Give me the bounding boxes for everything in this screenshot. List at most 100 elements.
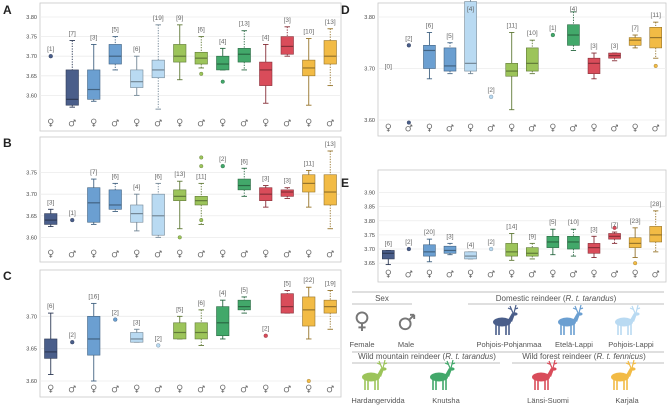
male-symbol-ring	[487, 126, 494, 132]
male-icon	[405, 124, 413, 132]
box-iqr	[87, 187, 101, 223]
female-icon	[509, 123, 515, 132]
box-ls-male: [5]	[280, 280, 294, 393]
female-icon	[306, 384, 312, 393]
y-tick-label: 3.75	[26, 171, 37, 177]
male-symbol-ring	[154, 121, 161, 127]
sample-size-label: [3]	[446, 233, 453, 240]
y-tick-label: 3.70	[364, 67, 375, 73]
box-iqr	[108, 189, 122, 210]
panel-label: B	[3, 136, 12, 150]
male-icon	[154, 250, 162, 258]
female-icon	[306, 249, 312, 258]
male-icon	[68, 119, 76, 127]
box-el-female: [16]	[87, 293, 101, 393]
outlier-point	[199, 71, 204, 76]
female-icon	[632, 123, 638, 132]
box-pl-female: [3]	[130, 319, 144, 393]
sample-size-label: [7]	[632, 25, 639, 32]
male-icon	[446, 270, 454, 278]
male-icon	[326, 385, 334, 393]
male-symbol-ring	[111, 252, 118, 258]
box-hv-female: [14]	[505, 223, 518, 278]
male-icon	[240, 119, 248, 127]
single-point	[489, 246, 494, 252]
female-icon	[91, 384, 97, 393]
reindeer-leg	[442, 379, 444, 390]
panel-b: B 3.60 3.65 3.70 3.75 [3] [1] [7] [6] [4] [6] [13] […	[3, 136, 342, 263]
legend-pop-pl: Pohjois-Lappi	[608, 340, 654, 349]
sample-size-label: [3]	[590, 226, 597, 233]
female-icon	[134, 384, 140, 393]
box-iqr	[87, 69, 101, 100]
box-iqr	[151, 193, 165, 236]
female-icon	[385, 269, 391, 278]
single-point	[70, 217, 75, 223]
box-el-female: [3]	[87, 34, 101, 127]
sample-size-label: [10]	[527, 30, 538, 37]
box-kn-male: [13]	[237, 21, 251, 127]
box-hv-male: [11]	[194, 155, 208, 258]
reindeer-leg	[620, 324, 622, 335]
reindeer-head	[449, 367, 455, 371]
legend-domestic-title: Domestic reindeer (R. t. tarandus)	[496, 294, 617, 303]
sample-size-label: [19]	[325, 280, 336, 287]
box-iqr	[302, 296, 316, 327]
box-el-female: [20]	[423, 229, 436, 278]
sample-size-label: [4]	[467, 242, 474, 249]
box-iqr	[464, 1, 477, 72]
box-iqr	[649, 226, 662, 243]
box-pl-female: [4]	[130, 184, 144, 258]
box-ls-male: [3]	[608, 43, 621, 132]
male-icon	[611, 124, 618, 132]
panel-a: A 3.60 3.65 3.70 3.75 3.80 [1] [7] [3] [5] [6] [19]…	[3, 2, 342, 132]
male-icon	[240, 385, 248, 393]
legend-reindeer-icon-ls	[532, 359, 558, 390]
sample-size-label: [16]	[88, 293, 99, 300]
reindeer-leg	[505, 324, 507, 335]
y-tick-label: 3.65	[26, 214, 37, 220]
box-iqr	[108, 44, 122, 65]
box-hv-male: [9]	[526, 233, 539, 278]
y-tick-label: 3.65	[364, 261, 375, 267]
panel-d: D 3.60 3.70 3.80 [0] [2] [6] [5] [4] [2] [11] [10] […	[341, 0, 667, 137]
female-icon	[177, 384, 183, 393]
sample-size-label: [2]	[155, 335, 162, 342]
box-ls-female: [3]	[259, 176, 273, 258]
legend-male-icon	[398, 313, 416, 331]
female-icon	[220, 384, 226, 393]
reindeer-head	[634, 312, 640, 316]
box-iqr	[628, 237, 642, 248]
female-icon	[426, 123, 433, 132]
male-icon	[283, 119, 291, 127]
male-icon	[197, 250, 205, 258]
reindeer-leg	[563, 324, 565, 335]
sample-size-label: [3]	[284, 17, 291, 24]
sample-size-label: [1]	[69, 210, 76, 217]
single-point	[489, 94, 494, 99]
box-kn-female: [4]	[216, 38, 230, 127]
female-icon	[177, 249, 183, 258]
male-symbol-ring	[528, 126, 535, 132]
female-icon	[306, 118, 312, 127]
y-tick-label: 3.60	[26, 93, 37, 99]
sample-size-label: [2]	[488, 239, 495, 246]
box-iqr	[173, 44, 187, 63]
y-tick-label: 3.85	[364, 205, 375, 211]
male-symbol-ring	[197, 121, 204, 127]
male-icon	[405, 270, 413, 278]
box-el-female: [7]	[87, 169, 101, 258]
reindeer-head	[512, 312, 518, 316]
y-tick-label: 3.70	[26, 54, 37, 60]
male-symbol-ring	[405, 272, 411, 278]
sample-size-label: [5]	[112, 27, 119, 34]
legend-pop-hv: Hardangervidda	[351, 396, 405, 405]
box-iqr	[65, 69, 79, 106]
box-pl-male: [2]	[155, 335, 162, 393]
legend-pop-kj: Karjala	[615, 396, 639, 405]
sample-size-label: [4]	[219, 290, 226, 297]
sample-size-label: [6]	[47, 303, 54, 310]
sample-size-label: [28]	[650, 201, 661, 208]
box-iqr	[237, 48, 251, 63]
sample-size-label: [9]	[529, 233, 536, 240]
